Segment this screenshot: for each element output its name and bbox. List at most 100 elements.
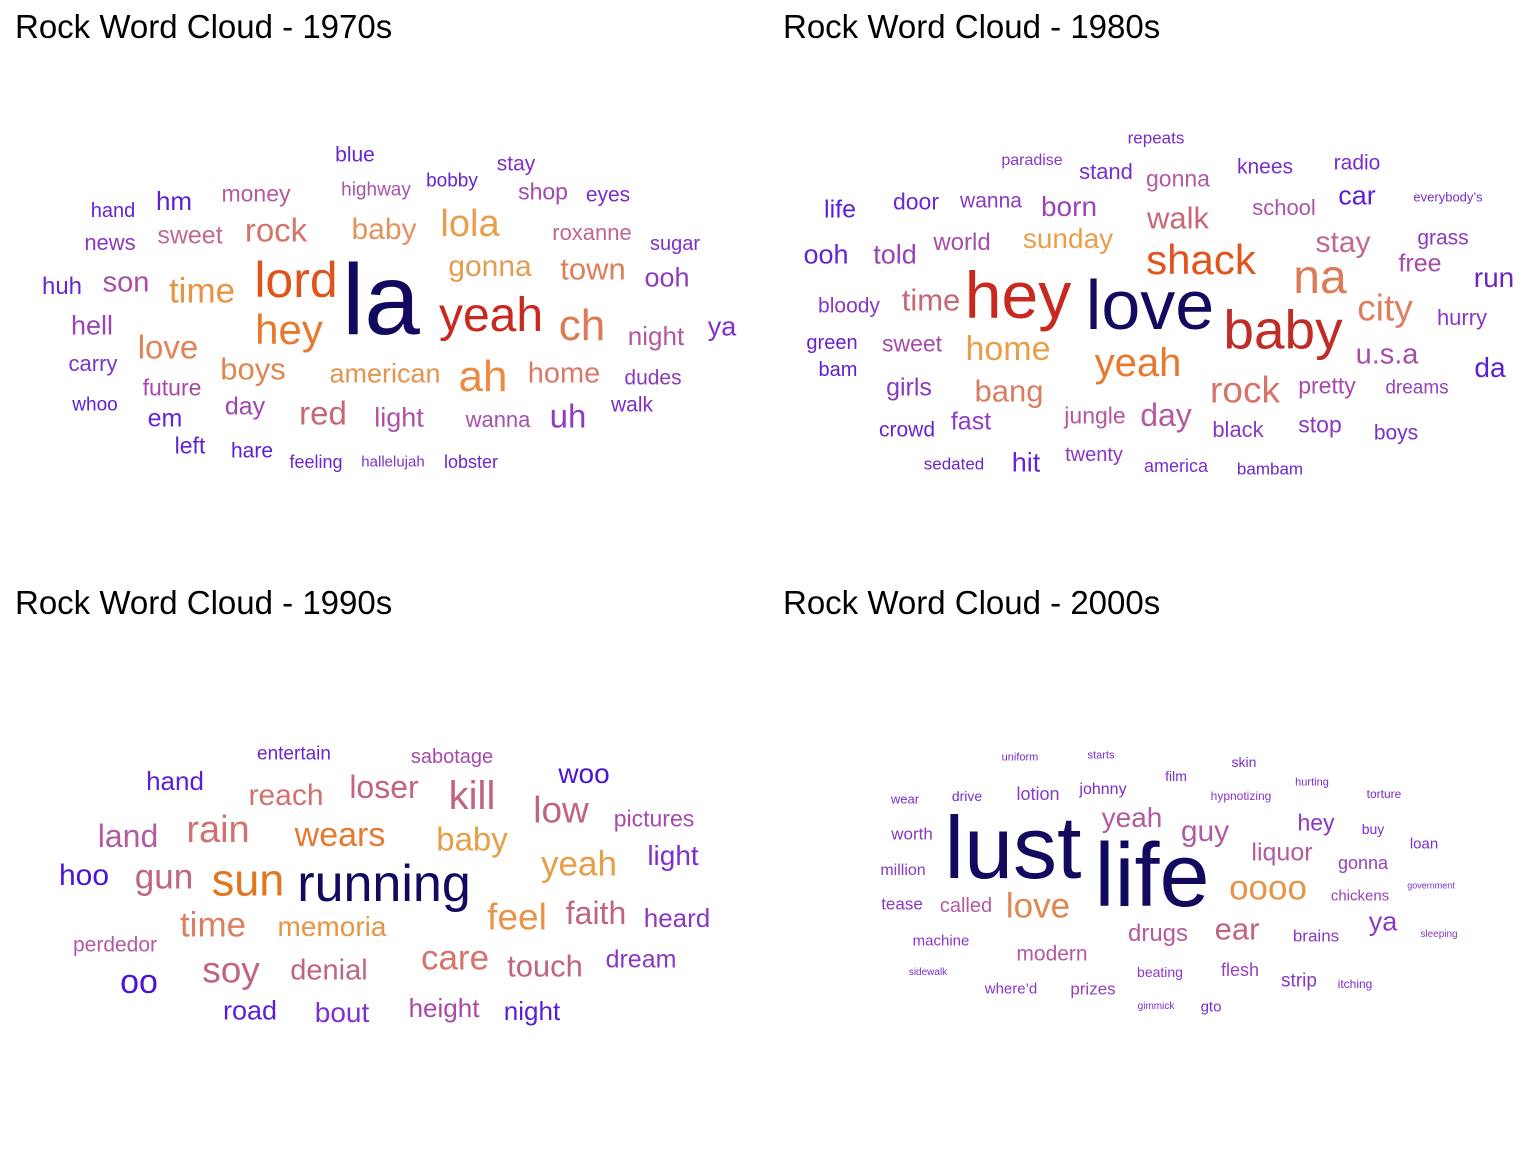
cloud-word: liquor [1251, 838, 1313, 867]
cloud-word: memoria [277, 911, 387, 942]
cloud-word: told [873, 239, 917, 270]
cloud-word: wears [294, 816, 386, 854]
cloud-word: la [342, 244, 420, 356]
cloud-word: day [224, 392, 266, 421]
cloud-word: bout [314, 997, 370, 1028]
cloud-word: paradise [1001, 152, 1063, 169]
cloud-word: love [1085, 266, 1215, 344]
cloud-word: heard [643, 903, 711, 933]
cloud-word: loser [349, 769, 419, 805]
cloud-word: ch [558, 301, 606, 350]
chart-title: Rock Word Cloud - 1990s [15, 584, 393, 621]
cloud-word: fast [950, 407, 992, 436]
cloud-word: life [824, 195, 856, 224]
cloud-word: em [147, 404, 183, 433]
cloud-word: hare [230, 439, 274, 463]
cloud-word: boys [1373, 421, 1419, 445]
cloud-word: film [1165, 768, 1187, 784]
cloud-word: time [168, 271, 236, 311]
cloud-word: america [1143, 456, 1209, 476]
cloud-word: red [299, 394, 347, 432]
cloud-word: light [647, 840, 699, 871]
cloud-word: hypnotizing [1210, 789, 1272, 803]
cloud-word: american [329, 358, 441, 389]
cloud-word: crowd [878, 418, 936, 442]
cloud-word: oo [120, 963, 158, 1001]
word-cloud-1980s: love hey baby na shack yeah rock city home day wal… [768, 0, 1536, 576]
cloud-word: sun [211, 854, 285, 906]
cloud-word: perdedor [72, 933, 158, 957]
cloud-word: feeling [289, 452, 343, 472]
word-cloud-1970s: la lord yeah ah ch hey lola time rock red love uh bo… [0, 0, 768, 576]
cloud-word: hallelujah [361, 453, 425, 471]
cloud-word: rain [186, 809, 250, 851]
cloud-word: entertain [257, 743, 331, 765]
cloud-word: hoo [58, 859, 110, 892]
cloud-word: whoo [72, 394, 118, 416]
cloud-word: pictures [613, 805, 695, 832]
cloud-word: repeats [1127, 128, 1185, 148]
chart-title: Rock Word Cloud - 1970s [15, 8, 393, 45]
cloud-word: feel [487, 896, 547, 938]
cloud-word: bambam [1236, 459, 1304, 479]
cloud-word: uniform [1001, 751, 1039, 764]
cloud-word: money [221, 180, 291, 207]
cloud-word: jungle [1064, 402, 1126, 429]
cloud-word: gonna [1146, 165, 1210, 192]
cloud-word: machine [912, 932, 970, 950]
cloud-word: baby [1223, 298, 1343, 361]
panel-1970s: Rock Word Cloud - 1970s la lord yeah ah ch he… [0, 0, 768, 576]
cloud-word: guy [1180, 815, 1230, 848]
panel-1990s: Rock Word Cloud - 1990s running sun kill ra… [0, 576, 768, 1152]
cloud-word: itching [1337, 977, 1373, 991]
cloud-word: chickens [1330, 887, 1390, 905]
cloud-word: gimmick [1137, 1001, 1175, 1012]
cloud-word: drive [951, 788, 983, 804]
word-cloud-1990s: running sun kill rain low feel soy gun care time y… [0, 576, 768, 1152]
cloud-word: hm [155, 186, 193, 216]
cloud-word: ya [1368, 906, 1398, 937]
cloud-word: run [1473, 262, 1515, 293]
panel-2000s: Rock Word Cloud - 2000s life lust love oooo… [768, 576, 1536, 1152]
cloud-word: love [137, 328, 199, 366]
cloud-word: rock [244, 211, 308, 249]
cloud-word: stop [1298, 411, 1342, 438]
cloud-word: free [1398, 249, 1442, 278]
cloud-word: care [420, 938, 490, 978]
cloud-word: shop [518, 178, 568, 205]
cloud-word: hell [70, 310, 114, 341]
cloud-word: life [1094, 826, 1210, 926]
cloud-word: drugs [1127, 920, 1189, 947]
cloud-word: tease [881, 894, 923, 914]
cloud-word: torture [1366, 787, 1402, 801]
cloud-word: car [1338, 180, 1376, 211]
cloud-word: ooh [803, 239, 849, 270]
cloud-word: time [179, 905, 247, 945]
cloud-word: touch [507, 948, 583, 984]
cloud-word: sugar [649, 233, 701, 255]
chart-title: Rock Word Cloud - 1980s [783, 8, 1161, 45]
cloud-word: kill [448, 774, 496, 818]
cloud-word: prizes [1070, 979, 1116, 999]
cloud-word: news [84, 230, 136, 255]
cloud-word: light [374, 402, 424, 433]
cloud-word: bobby [426, 170, 478, 192]
cloud-word: sweet [157, 221, 223, 250]
cloud-word: low [533, 789, 589, 831]
cloud-word: sabotage [410, 746, 494, 768]
cloud-word: woo [558, 758, 610, 789]
cloud-word: wanna [960, 189, 1022, 213]
cloud-word: city [1357, 287, 1413, 329]
cloud-word: green [806, 332, 858, 354]
cloud-word: bloody [818, 294, 880, 318]
cloud-word: u.s.a [1355, 338, 1419, 371]
cloud-word: world [933, 229, 991, 256]
cloud-word: ooh [644, 262, 690, 293]
cloud-word: time [901, 282, 961, 318]
cloud-word: skin [1231, 754, 1257, 770]
cloud-word: flesh [1220, 960, 1260, 980]
cloud-word: lola [440, 203, 500, 245]
cloud-word: dream [605, 945, 677, 974]
cloud-word: land [97, 818, 159, 854]
cloud-word: modern [1016, 942, 1088, 966]
